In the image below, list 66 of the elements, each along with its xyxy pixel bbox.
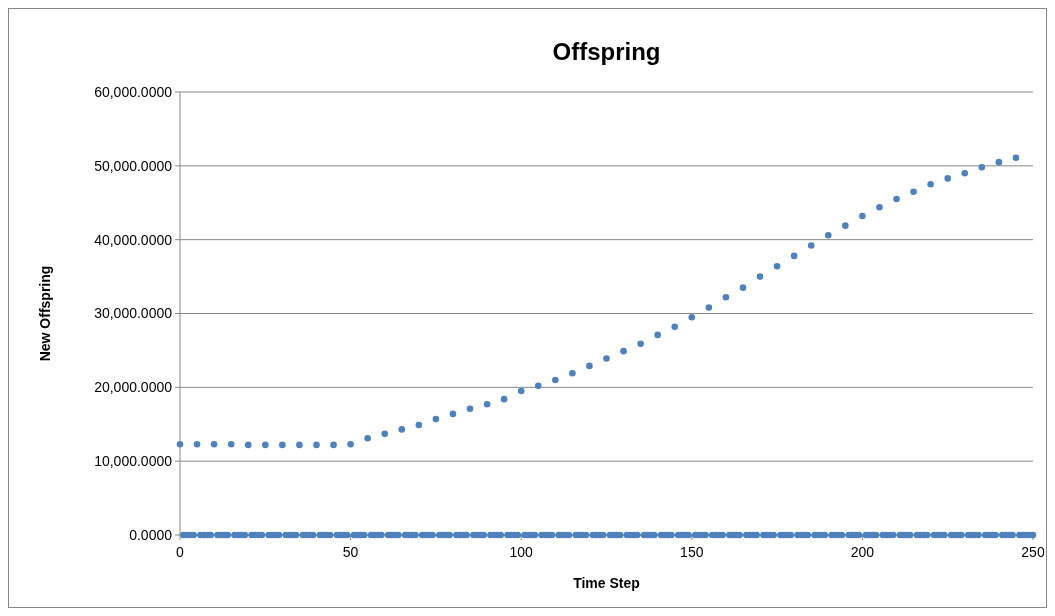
point [961, 169, 969, 177]
point [466, 405, 474, 413]
point [671, 323, 679, 331]
point [517, 387, 525, 395]
point [944, 175, 951, 182]
x-tick-label: 100 [509, 544, 534, 560]
point [807, 242, 815, 249]
x-tick-label: 50 [342, 544, 359, 560]
point [603, 355, 610, 362]
y-tick-label: 40,000.0000 [94, 231, 173, 248]
point [705, 304, 713, 311]
point [995, 158, 1003, 166]
point [859, 212, 866, 220]
point [978, 164, 986, 171]
point [654, 331, 661, 339]
point [296, 441, 303, 449]
x-tick-label: 150 [680, 544, 704, 560]
y-tick-label: 0.0000 [129, 526, 173, 543]
point [756, 273, 764, 280]
point [449, 410, 457, 418]
point [330, 441, 337, 449]
point [193, 440, 201, 448]
y-tick-label: 20,000.0000 [94, 379, 173, 396]
x-tick-label: 0 [176, 544, 185, 560]
point [398, 426, 406, 433]
point [876, 203, 883, 211]
point [262, 441, 269, 449]
y-tick-label: 60,000.0000 [94, 83, 173, 100]
y-tick-label: 50,000.0000 [94, 157, 173, 174]
point [210, 440, 218, 448]
point [347, 440, 354, 448]
point [244, 441, 252, 449]
point [569, 370, 576, 377]
y-tick-label: 30,000.0000 [94, 305, 173, 322]
y-tick-label: 10,000.0000 [94, 453, 173, 470]
point [415, 421, 423, 429]
point [534, 382, 542, 390]
point [227, 440, 235, 448]
x-tick-label: 250 [1021, 544, 1045, 560]
point [842, 222, 849, 229]
point [722, 293, 730, 301]
point [688, 313, 696, 321]
point [586, 362, 593, 370]
y-axis-title: New Offspring [37, 265, 53, 362]
x-axis-title: Time Step [573, 575, 640, 591]
point [500, 395, 508, 403]
chart-title: Offspring [552, 38, 661, 65]
point [364, 434, 371, 442]
point [910, 188, 917, 195]
point [620, 347, 627, 355]
point [381, 430, 389, 438]
point [739, 284, 747, 291]
point [176, 440, 184, 448]
point [1012, 154, 1020, 162]
point [637, 340, 644, 348]
point [552, 376, 559, 384]
point [483, 401, 491, 408]
point [927, 180, 934, 188]
point [790, 252, 798, 260]
point [773, 262, 781, 270]
point [432, 415, 440, 423]
point [893, 195, 900, 203]
point [313, 441, 320, 449]
point [824, 231, 832, 239]
point [279, 441, 286, 449]
x-tick-label: 200 [850, 544, 875, 560]
